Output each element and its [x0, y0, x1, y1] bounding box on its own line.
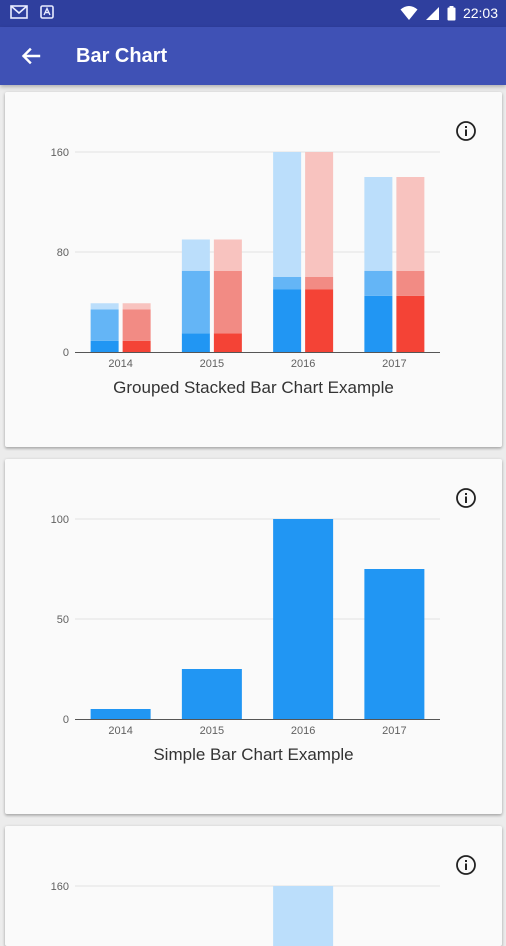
bar-2015-group1-segment1 [181, 333, 210, 352]
bar-2017-group2-segment2 [396, 270, 425, 296]
third-bar-chart: 160 [51, 881, 440, 946]
x-tick-label: 2016 [291, 358, 315, 370]
info-icon[interactable] [455, 120, 477, 142]
y-tick-label: 0 [63, 347, 69, 359]
bar-2016-group2-segment3 [305, 152, 334, 277]
y-tick-label: 50 [57, 614, 69, 626]
bar-2015-group2-segment3 [213, 239, 242, 271]
bar-2014-group1-segment1 [90, 340, 119, 352]
bar-2016-group2-segment1 [305, 289, 334, 352]
bar-2014-group2-segment1 [122, 340, 151, 352]
bar-2016 [273, 519, 334, 719]
bar-2014-group2-segment3 [122, 303, 151, 310]
chart-card-simple: 0 50 100 2014 2015 2016 2017 Simple Bar Chart … [5, 459, 502, 814]
grouped-stacked-bar-chart: 0 80 160 2014 2015 2016 2017 [51, 147, 440, 370]
x-tick-label: 2015 [200, 358, 224, 370]
x-tick-label: 2017 [382, 358, 406, 370]
bar-2014 [90, 709, 151, 719]
bar-2015-group1-segment3 [181, 239, 210, 271]
bar-2017-group2-segment3 [396, 177, 425, 271]
x-tick-label: 2014 [108, 358, 132, 370]
chart-title: Grouped Stacked Bar Chart Example [113, 378, 394, 397]
battery-icon [447, 5, 456, 20]
gmail-icon [10, 5, 28, 19]
bar-2016-group1-segment1 [273, 289, 302, 352]
page-title: Bar Chart [76, 45, 168, 67]
bar-2015-group1-segment2 [181, 270, 210, 334]
status-time: 22:03 [462, 5, 498, 21]
chart-card-third: 160 [5, 826, 502, 946]
info-icon[interactable] [455, 854, 477, 876]
simple-bar-chart: 0 50 100 2014 2015 2016 2017 [51, 514, 440, 737]
wifi-icon [400, 6, 418, 20]
status-right-icons: 22:03 [400, 4, 498, 22]
bar-2017-group2-segment1 [396, 295, 425, 352]
status-bar: 22:03 [0, 0, 506, 27]
bar-2015-group2-segment1 [213, 333, 242, 352]
bar-2017-group1-segment1 [364, 295, 393, 352]
y-tick-label: 160 [51, 881, 69, 893]
x-tick-label: 2015 [200, 725, 224, 737]
signal-icon [425, 6, 439, 20]
y-tick-label: 80 [57, 247, 69, 259]
bar-2014-group1-segment3 [90, 303, 119, 310]
chart-title: Simple Bar Chart Example [153, 745, 354, 764]
bar-2016-group1-segment3 [273, 152, 302, 277]
bar-2017-group1-segment2 [364, 270, 393, 296]
x-tick-label: 2017 [382, 725, 406, 737]
chart-card-grouped-stacked: 0 80 160 2014 2015 2016 2017 Grouped Stacked B… [5, 92, 502, 447]
bar-2015-group2-segment2 [213, 270, 242, 334]
app-bar: Bar Chart [0, 27, 506, 85]
arrow-back-icon[interactable] [16, 41, 46, 71]
bar-2017-group1-segment3 [364, 177, 393, 271]
bar-2015 [181, 669, 242, 719]
info-icon[interactable] [455, 487, 477, 509]
bar-2014-group1-segment2 [90, 309, 119, 341]
bar-2014-group2-segment2 [122, 309, 151, 341]
bar-2016-group1-segment2 [273, 277, 302, 290]
x-tick-label: 2014 [108, 725, 132, 737]
y-tick-label: 100 [51, 514, 69, 526]
status-left-icons [10, 5, 54, 19]
y-tick-label: 0 [63, 714, 69, 726]
x-tick-label: 2016 [291, 725, 315, 737]
bar-2016-group2-segment2 [305, 277, 334, 290]
notification-icon [40, 5, 54, 19]
y-tick-label: 160 [51, 147, 69, 159]
bar-partial [273, 886, 334, 946]
bar-2017 [364, 569, 425, 719]
